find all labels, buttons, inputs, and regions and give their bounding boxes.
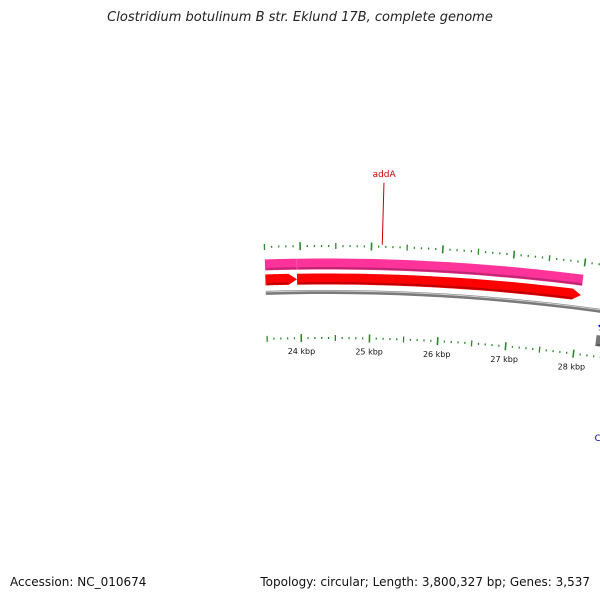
accession-label: Accession: NC_010674 [10, 575, 147, 589]
scale-label: 28 kbp [558, 363, 586, 372]
map-title: Clostridium botulinum B str. Eklund 17B,… [107, 10, 493, 25]
gene-label: addA [373, 170, 397, 180]
gene-label: CLL_A0026 [595, 434, 600, 444]
gene-feature [265, 273, 298, 286]
gene-feature [264, 258, 297, 271]
gene-feature-shade [266, 267, 297, 270]
tick-row-bottom [266, 334, 600, 359]
tick-top [583, 258, 587, 267]
scale-label: 27 kbp [490, 355, 518, 364]
tick-bottom [572, 349, 575, 358]
feature-track [264, 258, 600, 347]
scale-label: 24 kbp [288, 347, 316, 356]
tick-bottom [538, 346, 541, 353]
genome-backbone-highlight [265, 290, 600, 311]
gene-feature-shade [266, 282, 289, 285]
tick-bottom [504, 342, 507, 351]
scale-label: 25 kbp [355, 347, 383, 356]
gene-feature [296, 258, 584, 286]
gene-label-leader [381, 182, 385, 245]
tick-top [548, 255, 551, 262]
genome-backbone [265, 290, 600, 313]
gene-feature-shade [298, 266, 583, 286]
gene-feature-shade [298, 281, 573, 300]
tick-row-top [263, 242, 600, 267]
gene-feature [296, 273, 581, 300]
gene-feature [595, 335, 600, 347]
summary-label: Topology: circular; Length: 3,800,327 bp… [260, 575, 590, 589]
tick-top [512, 250, 516, 259]
scale-label: 26 kbp [423, 350, 451, 359]
gene-feature [597, 324, 600, 328]
gene-labels: addACLL_A0027CLL_A0026CLL_A0028 [373, 170, 600, 444]
